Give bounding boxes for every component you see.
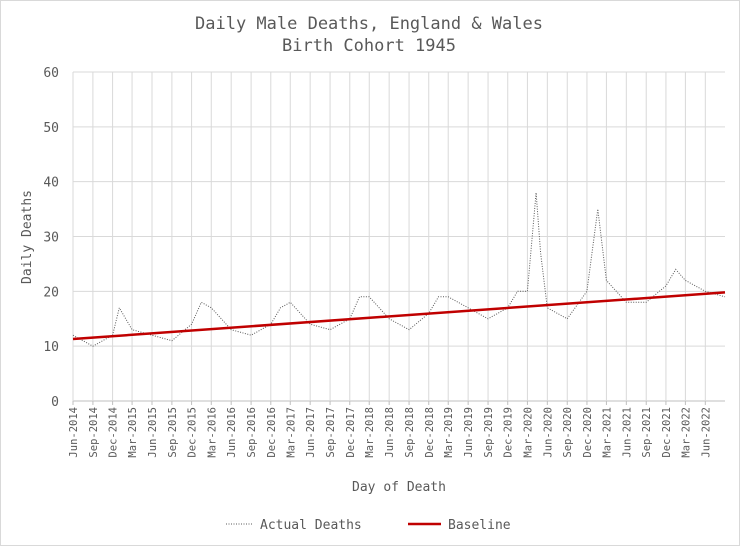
x-tick-label: Dec-2015 [187,407,199,458]
x-tick-label: Jun-2016 [226,407,238,458]
x-tick-label: Mar-2019 [443,407,455,458]
y-tick-label: 50 [43,121,59,136]
x-tick-labels: Jun-2014 Sep-2014 Dec-2014 Mar-2015 Jun-2015… [68,407,712,458]
x-tick-label: Dec-2020 [582,407,594,458]
x-tick-label: Mar-2021 [601,407,613,458]
x-tick-label: Sep-2019 [483,407,495,458]
x-tick-label: Dec-2017 [345,407,357,458]
x-tick-label: Sep-2014 [88,407,100,458]
legend: Actual Deaths Baseline [226,518,511,533]
x-tick-label: Jun-2017 [305,407,317,458]
x-tick-label: Dec-2014 [108,407,120,458]
x-tick-label: Jun-2014 [68,407,80,458]
y-tick-label: 10 [43,340,59,355]
x-tick-label: Sep-2020 [562,407,574,458]
series-line-actual-deaths [72,192,726,347]
x-tick-label: Sep-2015 [167,407,179,458]
x-tick-label: Jun-2020 [542,407,554,458]
x-tick-label: Mar-2016 [206,407,218,458]
y-tick-label: 40 [43,176,59,191]
x-tick-label: Mar-2022 [680,407,692,458]
x-tick-label: Sep-2018 [404,407,416,458]
x-tick-label: Jun-2015 [147,407,159,458]
series-line-baseline [72,291,726,341]
x-tick-label: Mar-2015 [127,407,139,458]
y-tick-label: 0 [51,395,59,410]
x-tick-label: Jun-2022 [700,407,712,458]
chart-title: Daily Male Deaths, England & Wales [195,14,543,34]
legend-label-actual-deaths: Actual Deaths [260,518,362,533]
x-tick-label: Dec-2016 [266,407,278,458]
legend-label-baseline: Baseline [448,518,511,533]
x-tick-label: Dec-2019 [503,407,515,458]
series-actual-deaths [72,192,726,347]
x-tick-label: Mar-2020 [522,407,534,458]
x-tick-label: Mar-2017 [285,407,297,458]
y-tick-label: 30 [43,231,59,246]
y-axis-label: Daily Deaths [20,190,35,284]
x-tick-label: Jun-2019 [463,407,475,458]
y-tick-label: 60 [43,66,59,81]
x-tick-label: Jun-2018 [384,407,396,458]
x-tick-label: Sep-2017 [325,407,337,458]
x-tick-label: Dec-2018 [424,407,436,458]
x-tick-label: Dec-2021 [661,407,673,458]
gridlines [72,71,725,405]
y-tick-labels: 0 10 20 30 40 50 60 [43,66,59,410]
x-tick-label: Mar-2018 [364,407,376,458]
y-tick-label: 20 [43,285,59,300]
series-baseline [72,291,726,341]
x-tick-label: Sep-2016 [246,407,258,458]
x-tick-label: Sep-2021 [641,407,653,458]
chart-subtitle: Birth Cohort 1945 [282,36,456,56]
x-axis-label: Day of Death [352,480,446,495]
x-tick-label: Jun-2021 [621,407,633,458]
